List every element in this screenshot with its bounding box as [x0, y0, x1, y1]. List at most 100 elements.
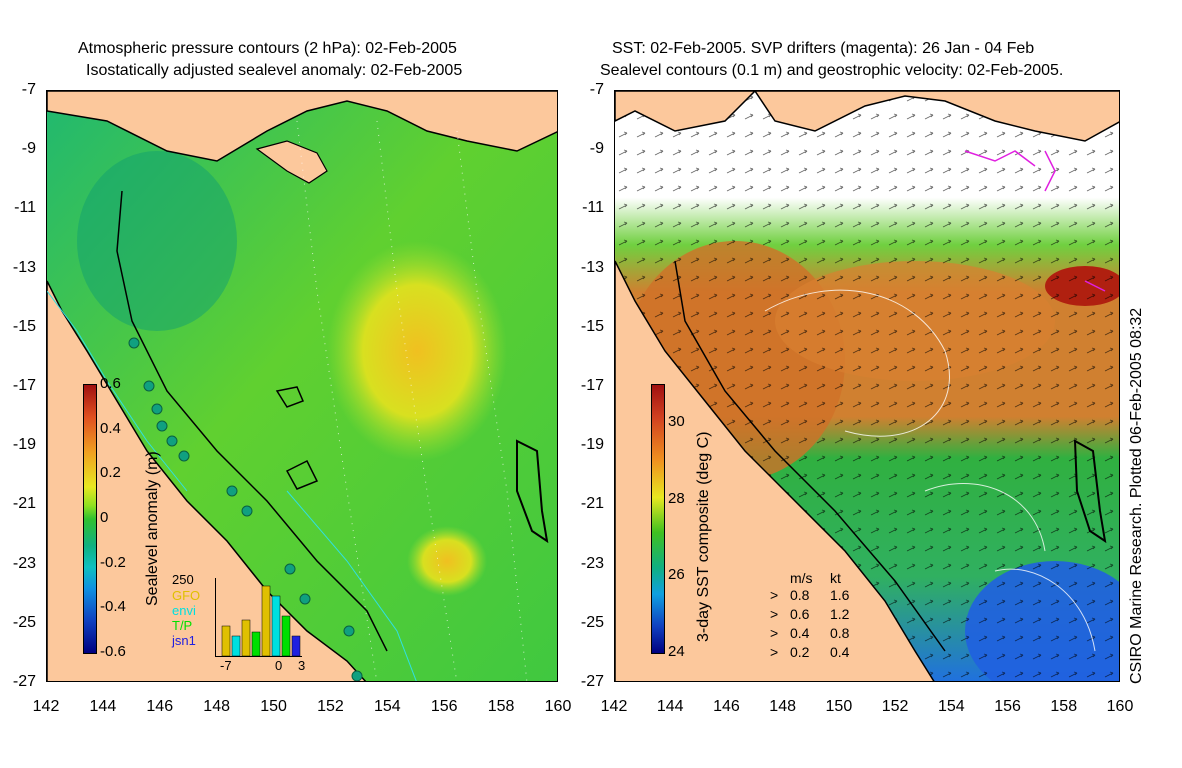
right-lat-tick-2: -11	[582, 199, 604, 217]
left-lat-tick-1: -9	[21, 140, 36, 158]
sst-colorbar-tick-0: 30	[668, 413, 685, 431]
right-lon-tick-0: 142	[600, 698, 628, 715]
sealevel-colorbar-tick-3: 0	[100, 509, 109, 526]
sealevel-colorbar-tick-0: 0.6	[100, 375, 121, 392]
histogram-bar	[271, 595, 281, 656]
right-lat-tick-6: -19	[580, 436, 604, 454]
positive-anomaly-region	[327, 241, 507, 461]
left-lon-tick-7: 156	[430, 698, 458, 715]
right-lon-tick-5: 152	[881, 698, 909, 715]
velocity-legend-ms-2: 0.4	[790, 625, 810, 641]
sst-colorbar-tick-1: 28	[668, 489, 685, 507]
left-lat-tick-3: -13	[12, 258, 36, 276]
sst-colorbar-tick-2: 26	[668, 566, 685, 584]
histogram-legend-gfo: GFO	[172, 588, 201, 603]
velocity-legend-ms-1: 0.6	[790, 606, 810, 622]
velocity-legend-arrow-3: >	[770, 644, 779, 660]
histogram-legend-tp: T/P	[172, 618, 193, 633]
histogram-bar	[291, 635, 301, 656]
velocity-legend-arrow-2: >	[770, 625, 779, 641]
credit-text: CSIRO Marine Research. Plotted 06-Feb-20…	[1128, 307, 1145, 684]
sst-colorbar-label: 3-day SST composite (deg C)	[695, 431, 712, 642]
right-lon-tick-1: 144	[656, 698, 684, 715]
sealevel-anomaly-map	[46, 90, 558, 682]
svp-drifter-tracks	[964, 150, 1106, 292]
right-title-line2: Sealevel contours (0.1 m) and geostrophi…	[600, 62, 1064, 79]
left-lon-tick-6: 154	[373, 698, 401, 715]
sst-colorbar	[651, 384, 665, 654]
velocity-legend-kt-1: 1.2	[830, 606, 850, 622]
left-lat-tick-0: -7	[21, 81, 36, 98]
left-lon-tick-4: 150	[260, 698, 287, 715]
left-lon-tick-9: 160	[544, 698, 572, 715]
left-lon-tick-1: 144	[89, 698, 117, 715]
histogram-bar	[281, 615, 291, 656]
left-lat-tick-4: -15	[12, 317, 36, 335]
left-title-line2: Isostatically adjusted sealevel anomaly:…	[86, 62, 463, 79]
histogram-legend-envi: envi	[172, 603, 196, 618]
left-lon-tick-2: 146	[146, 698, 174, 715]
velocity-legend-kt-0: 1.6	[830, 587, 850, 603]
papua-new-guinea-land	[47, 91, 557, 162]
right-lat-tick-1: -9	[589, 140, 604, 158]
right-title-line1: SST: 02-Feb-2005. SVP drifters (magenta)…	[612, 40, 1035, 57]
velocity-legend-ms-0: 0.8	[790, 587, 810, 603]
right-lat-tick-3: -13	[580, 258, 604, 276]
right-lat-tick-9: -25	[580, 613, 604, 631]
sealevel-colorbar-tick-6: -0.6	[100, 643, 126, 660]
left-lat-tick-2: -11	[14, 199, 36, 217]
velocity-legend-kt-3: 0.4	[830, 644, 850, 660]
right-lat-tick-5: -17	[580, 377, 604, 394]
right-lon-tick-4: 150	[825, 698, 853, 715]
velocity-legend-arrow-1: >	[770, 606, 779, 622]
histogram-xtick-0: -7	[220, 658, 232, 673]
right-lat-tick-10: -27	[580, 673, 604, 690]
tide-gauge-markers	[128, 337, 363, 681]
histogram-xtick-1: 0	[275, 658, 283, 673]
right-lat-tick-7: -21	[580, 495, 604, 513]
sealevel-colorbar-tick-5: -0.4	[100, 598, 126, 616]
left-lat-tick-8: -23	[12, 554, 36, 572]
velocity-legend-kt-2: 0.8	[830, 625, 850, 641]
velocity-legend-arrow-0: >	[770, 587, 779, 603]
histogram-bar	[241, 619, 251, 656]
velocity-legend-header-kt: kt	[830, 570, 841, 586]
histogram-legend-jsn1: jsn1	[172, 633, 196, 648]
histogram-bar	[251, 631, 261, 656]
sealevel-colorbar-tick-2: 0.2	[100, 464, 121, 482]
right-lat-tick-0: -7	[589, 81, 604, 98]
histogram-xtick-2: 3	[298, 658, 306, 673]
left-lat-tick-6: -19	[12, 436, 36, 454]
left-lon-tick-5: 152	[317, 698, 344, 715]
right-lon-tick-8: 158	[1050, 698, 1078, 715]
right-lon-tick-7: 156	[994, 698, 1021, 715]
australia-land	[47, 280, 367, 681]
histogram-bar	[231, 635, 241, 656]
right-lon-tick-2: 146	[713, 698, 740, 715]
right-lat-tick-4: -15	[580, 317, 604, 335]
histogram-ymax: 250	[172, 572, 194, 587]
sealevel-colorbar	[83, 384, 97, 654]
right-lon-tick-3: 148	[769, 698, 796, 715]
altimeter-histogram	[215, 578, 302, 657]
right-lat-tick-8: -23	[580, 554, 604, 572]
left-lat-tick-10: -27	[12, 673, 36, 690]
sst-colorbar-tick-3: 24	[668, 643, 685, 660]
histogram-bar	[261, 585, 271, 656]
left-title-line1: Atmospheric pressure contours (2 hPa): 0…	[78, 40, 457, 57]
sealevel-colorbar-tick-1: 0.4	[100, 419, 121, 437]
sealevel-colorbar-tick-4: -0.2	[100, 553, 126, 571]
histogram-bar	[221, 625, 231, 656]
left-lon-tick-8: 158	[487, 698, 515, 715]
left-lat-tick-7: -21	[12, 495, 36, 513]
right-lon-tick-9: 160	[1106, 698, 1134, 715]
right-lon-tick-6: 154	[937, 698, 965, 715]
left-lon-tick-0: 142	[32, 698, 60, 715]
sealevel-colorbar-label: Sealevel anomaly (m)	[144, 451, 161, 606]
velocity-legend-ms-3: 0.2	[790, 644, 810, 660]
left-lat-tick-5: -17	[12, 377, 36, 394]
sst-map	[614, 90, 1120, 682]
left-lon-tick-3: 148	[203, 698, 230, 715]
velocity-legend-header-ms: m/s	[790, 570, 813, 586]
left-lat-tick-9: -25	[12, 613, 36, 631]
